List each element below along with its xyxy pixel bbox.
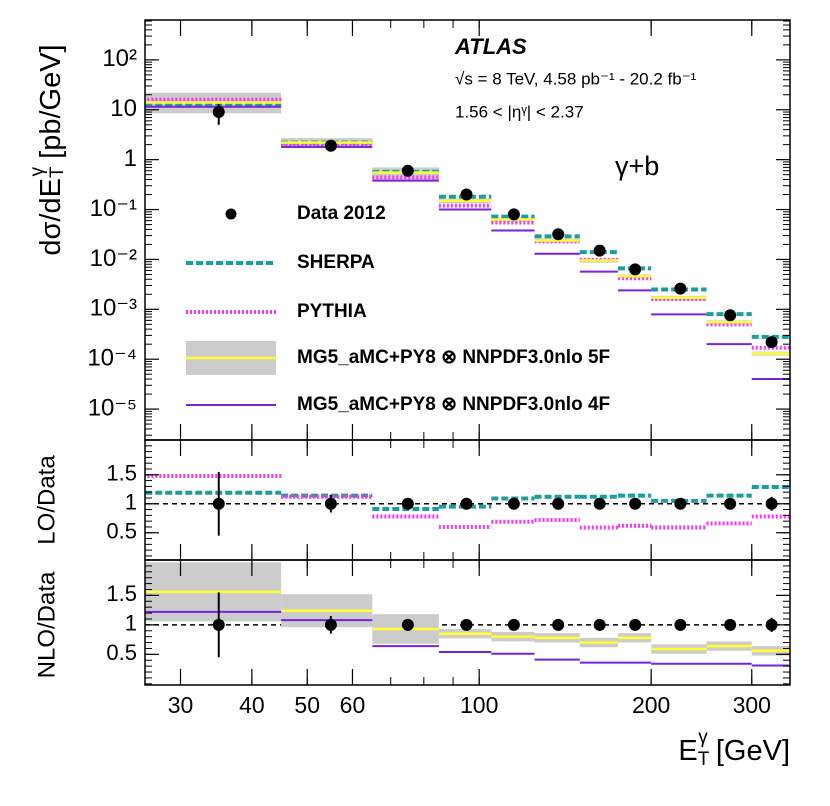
y-tick-label: 10⁻²	[90, 245, 137, 272]
data-point	[724, 309, 737, 322]
data-point	[401, 618, 414, 631]
y-tick-label: 1.5	[106, 461, 137, 486]
data-point	[765, 336, 778, 349]
data-point	[552, 497, 565, 510]
plot-area	[145, 562, 790, 667]
legend-marker	[225, 208, 237, 220]
plot-area	[145, 471, 790, 536]
data-point	[212, 497, 225, 510]
y-axis-label: NLO/Data	[33, 571, 60, 678]
data-point	[460, 497, 473, 510]
data-point	[401, 497, 414, 510]
data-point	[324, 618, 337, 631]
x-axis-label: ETγ [GeV]	[678, 727, 790, 770]
y-label-unit: [pb/GeV]	[35, 44, 67, 167]
data-point	[552, 228, 565, 241]
legend-label: Data 2012	[297, 203, 386, 224]
data-point	[629, 618, 642, 631]
energy-label: √s = 8 TeV, 4.58 pb⁻¹ - 20.2 fb⁻¹	[455, 69, 697, 88]
data-point	[507, 618, 520, 631]
x-tick-label: 200	[632, 692, 670, 718]
y-tick-label: 10⁻⁵	[88, 394, 137, 421]
x-tick-label: 60	[340, 692, 366, 718]
plot-area	[145, 92, 790, 381]
y-tick-label: 10⁻⁴	[87, 345, 137, 372]
y-tick-label: 1	[124, 145, 137, 172]
x-label-main: E	[678, 735, 697, 767]
y-tick-label: 10²	[102, 45, 137, 72]
y-tick-label: 0.5	[106, 640, 137, 665]
process-label: γ+b	[615, 151, 659, 181]
data-point	[324, 139, 337, 152]
data-point	[765, 618, 778, 631]
region-label: 1.56 < |ηᵞ| < 2.37	[455, 102, 584, 121]
legend-label: MG5_aMC+PY8 ⊗ NNPDF3.0nlo 5F	[297, 347, 610, 368]
data-point	[629, 497, 642, 510]
x-tick-label: 40	[239, 692, 265, 718]
y-tick-label: 10⁻¹	[90, 195, 137, 222]
y-tick-label: 1	[125, 490, 137, 515]
data-point	[401, 164, 414, 177]
data-point	[674, 497, 687, 510]
plot-frame	[144, 559, 791, 686]
data-point	[724, 497, 737, 510]
data-point	[212, 106, 225, 119]
legend-label: PYTHIA	[297, 301, 367, 322]
data-point	[765, 497, 778, 510]
legend-label: SHERPA	[297, 252, 375, 273]
data-point	[212, 618, 225, 631]
data-point	[629, 263, 642, 276]
x-label-sub: T	[698, 749, 710, 770]
y-tick-label: 10	[110, 95, 137, 122]
data-point	[460, 618, 473, 631]
data-point	[593, 497, 606, 510]
y-tick-label: 1	[125, 611, 137, 636]
data-point	[674, 618, 687, 631]
data-point	[552, 618, 565, 631]
y-axis-label: LO/Data	[33, 455, 60, 545]
y-label-sup: γ	[27, 166, 48, 176]
y-tick-label: 10⁻³	[90, 295, 137, 322]
data-point	[507, 208, 520, 221]
y-tick-label: 1.5	[106, 581, 137, 606]
y-label-main: dσ/dE	[35, 178, 67, 256]
data-point	[674, 282, 687, 295]
x-label-unit: [GeV]	[708, 735, 790, 767]
x-label-sup: γ	[698, 727, 708, 748]
y-label-sub: T	[47, 166, 68, 178]
data-point	[324, 497, 337, 510]
data-point	[724, 618, 737, 631]
x-tick-label: 50	[294, 692, 320, 718]
data-point	[593, 618, 606, 631]
y-axis-label: dσ/dETγ [pb/GeV]	[27, 44, 68, 255]
data-point	[593, 244, 606, 257]
data-point	[460, 188, 473, 201]
x-tick-label: 300	[733, 692, 771, 718]
y-tick-label: 0.5	[106, 519, 137, 544]
data-point	[507, 497, 520, 510]
legend-label: MG5_aMC+PY8 ⊗ NNPDF3.0nlo 4F	[297, 394, 610, 415]
x-tick-label: 100	[460, 692, 498, 718]
experiment-label: ATLAS	[454, 34, 527, 59]
x-tick-label: 30	[168, 692, 194, 718]
